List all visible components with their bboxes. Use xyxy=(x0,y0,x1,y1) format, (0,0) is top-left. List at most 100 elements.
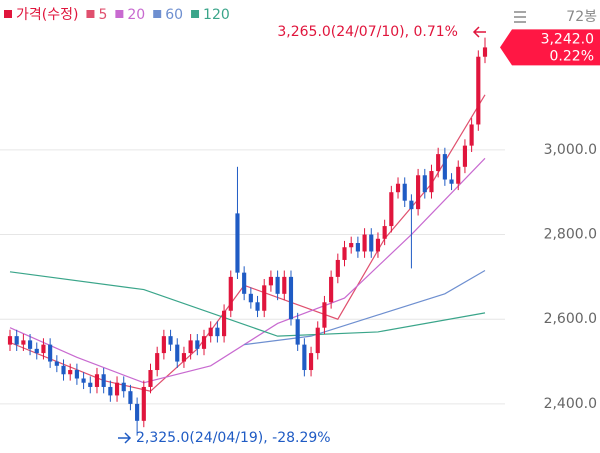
legend-label: 5 xyxy=(98,7,107,23)
candle-body xyxy=(409,200,414,210)
candle-body xyxy=(121,382,126,392)
legend-label: 가격(수정) xyxy=(16,7,78,23)
candle-body xyxy=(369,234,374,252)
candle-body xyxy=(215,327,220,337)
candle-body xyxy=(175,344,180,362)
candle-body xyxy=(449,179,454,184)
y-tick-label: 3,000.0 xyxy=(544,142,597,158)
legend-swatch xyxy=(115,10,124,18)
candle-body xyxy=(135,403,140,421)
candle-body xyxy=(21,340,26,345)
menu-icon[interactable] xyxy=(514,11,526,23)
candle-body xyxy=(402,183,407,201)
legend-swatch xyxy=(4,10,12,18)
candle-body xyxy=(228,276,233,311)
candle-body xyxy=(462,145,468,167)
candle-body xyxy=(201,336,207,349)
candle-body xyxy=(308,353,314,371)
candle-body xyxy=(302,344,307,371)
candle-body xyxy=(108,386,113,396)
candle-body xyxy=(141,386,146,421)
candle-body xyxy=(54,361,59,366)
candle-body xyxy=(329,276,334,303)
legend-label: 60 xyxy=(165,7,183,23)
candle-body xyxy=(248,293,253,303)
candle-body xyxy=(355,243,360,252)
candle-body xyxy=(148,370,153,387)
price-tag-change: 0.22% xyxy=(550,48,594,64)
ma-line xyxy=(9,271,486,337)
candle-body xyxy=(208,327,213,337)
candle-body xyxy=(342,247,347,260)
candle-body xyxy=(442,154,447,180)
candle-body xyxy=(436,154,441,172)
candle-body xyxy=(128,391,133,404)
candle-body xyxy=(275,276,280,294)
legend-label: 120 xyxy=(203,7,230,23)
candle-body xyxy=(255,302,260,311)
candle-body xyxy=(88,382,93,387)
candle-body xyxy=(235,213,240,273)
candle-body xyxy=(335,259,340,277)
candle-body xyxy=(242,272,247,294)
low-annotation: 2,325.0(24/04/19), -28.29% xyxy=(136,430,331,446)
price-tag-value: 3,242.0 xyxy=(541,31,594,47)
candle-body xyxy=(422,175,427,193)
candle-body xyxy=(416,175,421,210)
candle-body xyxy=(349,243,354,248)
candle-body xyxy=(382,226,387,239)
y-tick-label: 2,800.0 xyxy=(544,227,597,243)
candle-body xyxy=(322,302,327,328)
candle-body xyxy=(295,319,300,345)
candle-body xyxy=(429,171,434,193)
candle-body xyxy=(27,340,33,349)
candle-body xyxy=(68,370,73,375)
candle-body xyxy=(168,336,173,345)
candle-body xyxy=(81,378,86,383)
candle-body xyxy=(469,124,474,146)
candle-body xyxy=(161,336,166,354)
candle-body xyxy=(268,276,273,286)
legend-swatch xyxy=(191,10,200,18)
candle-body xyxy=(74,370,79,379)
candle-body xyxy=(195,340,200,349)
candle-body xyxy=(389,192,394,227)
legend-swatch xyxy=(86,10,95,18)
candle-body xyxy=(94,374,100,387)
ma-line xyxy=(9,94,486,392)
ma-line xyxy=(244,270,486,346)
candle-body xyxy=(315,327,320,354)
candle-body xyxy=(41,344,46,354)
candle-body xyxy=(262,285,267,311)
ma-line xyxy=(9,157,486,384)
legend-swatch xyxy=(153,10,162,18)
arrow-left xyxy=(472,26,486,38)
candle-body xyxy=(288,276,294,320)
candle-body xyxy=(395,183,401,193)
candle-body xyxy=(362,234,367,252)
candle-body xyxy=(456,166,461,184)
candle-body xyxy=(282,276,287,294)
candle-body xyxy=(181,353,187,362)
price-tag xyxy=(500,29,600,66)
candle-body xyxy=(482,47,488,57)
candle-body xyxy=(101,374,106,387)
candle-body xyxy=(34,348,39,354)
y-tick-label: 2,400.0 xyxy=(544,396,597,412)
candle-body xyxy=(476,56,481,125)
legend-label: 20 xyxy=(127,7,145,23)
candle-body xyxy=(7,336,13,345)
arrow-right xyxy=(118,432,132,444)
candle-body xyxy=(48,344,53,362)
candle-body xyxy=(155,353,160,371)
candle-body xyxy=(114,382,120,396)
candle-body xyxy=(222,310,227,337)
candle-body xyxy=(61,365,66,375)
legend: 가격(수정) 5 20 60 120 xyxy=(4,7,230,23)
y-tick-label: 2,600.0 xyxy=(544,311,597,327)
high-annotation: 3,265.0(24/07/10), 0.71% xyxy=(277,24,458,40)
candle-body xyxy=(188,340,193,354)
candle-body xyxy=(14,336,19,345)
bar-count: 72봉 xyxy=(566,9,597,25)
